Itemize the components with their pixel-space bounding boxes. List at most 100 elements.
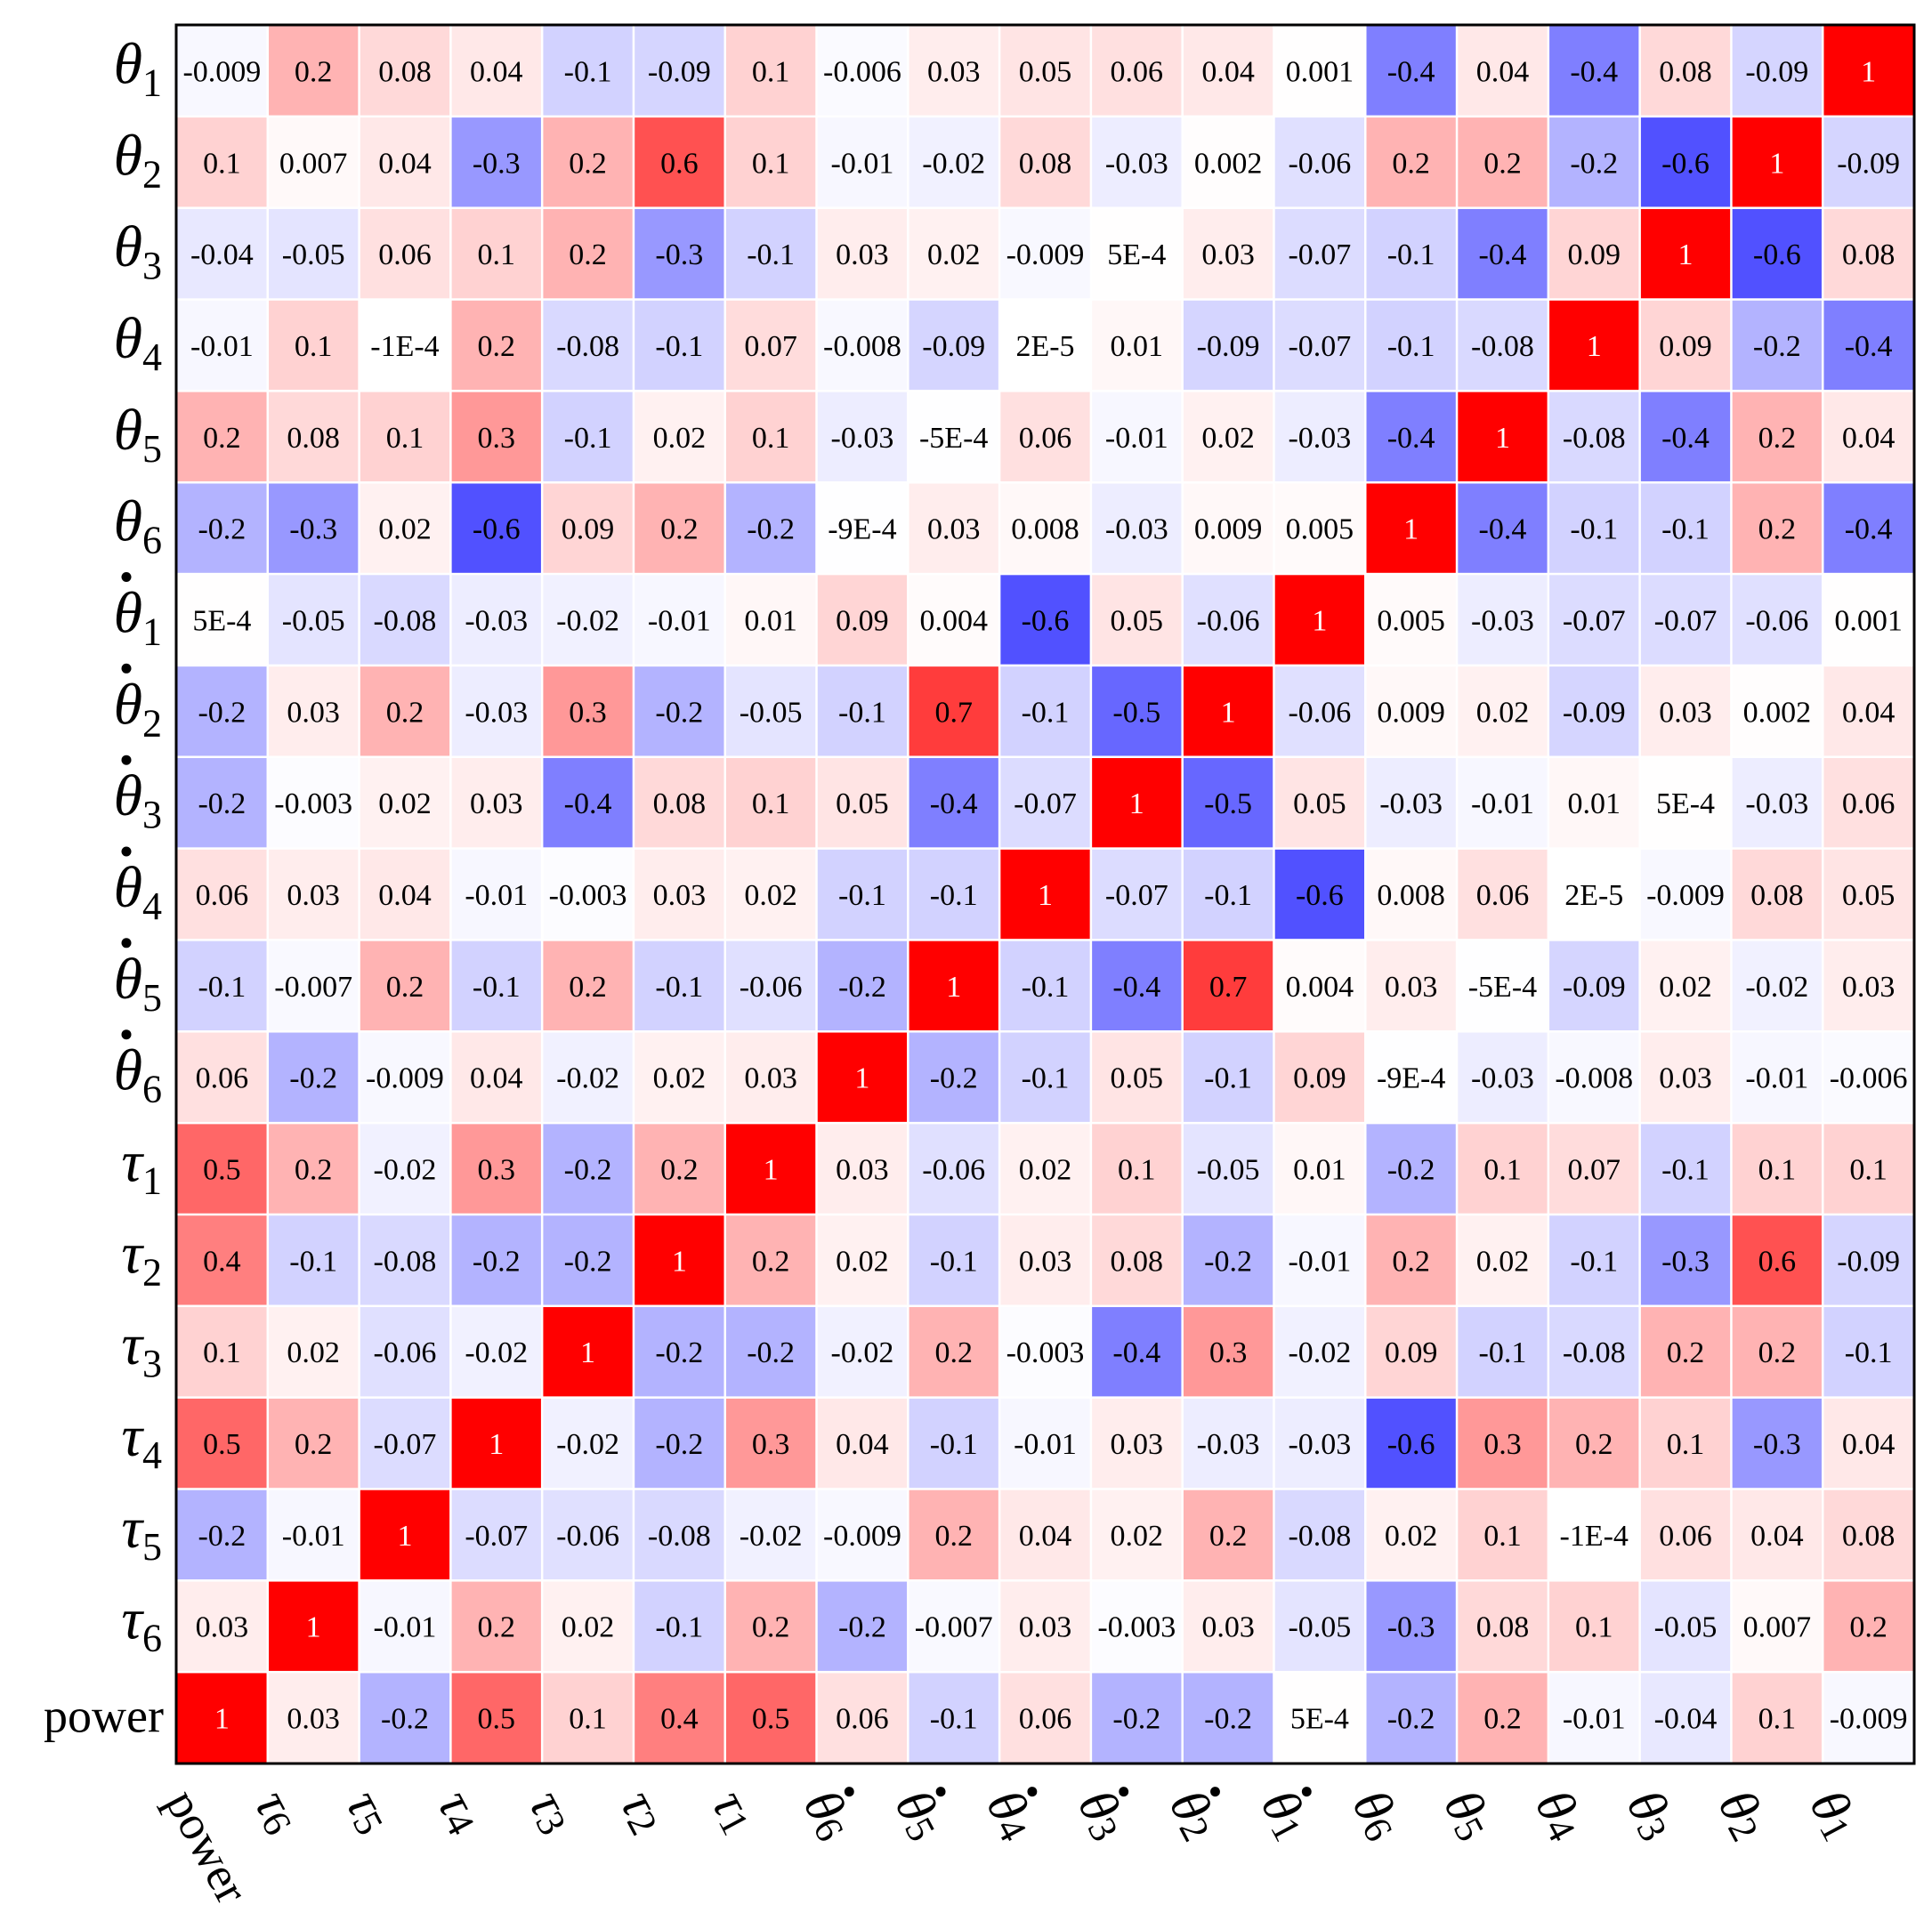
heatmap-cell-r1-c3 — [360, 26, 450, 116]
heatmap-cell-r8-c7 — [725, 666, 816, 756]
heatmap-value-r3-c5: 0.2 — [569, 238, 607, 271]
heatmap-cell-r17-c3 — [360, 1489, 450, 1580]
heatmap-value-r13-c3: -0.02 — [374, 1154, 437, 1187]
y-tick-label-15: τ3 — [121, 1312, 162, 1385]
svg-text:θ4: θ4 — [1524, 1780, 1597, 1848]
heatmap-value-r19-c4: 0.5 — [478, 1703, 516, 1736]
heatmap-cell-r4-c5 — [543, 300, 633, 391]
heatmap-value-r17-c11: 0.02 — [1111, 1520, 1164, 1553]
heatmap-cell-r5-c13 — [1274, 391, 1365, 481]
heatmap-value-r12-c1: 0.06 — [196, 1062, 249, 1095]
heatmap-cell-r12-c13 — [1274, 1032, 1365, 1122]
heatmap-cell-r17-c19 — [1823, 1489, 1913, 1580]
heatmap-cell-r18-c7 — [725, 1581, 816, 1671]
heatmap-cell-r16-c14 — [1366, 1398, 1456, 1489]
heatmap-value-r16-c17: 0.1 — [1667, 1428, 1705, 1461]
heatmap-value-r17-c4: -0.07 — [465, 1520, 528, 1553]
heatmap-cell-r19-c5 — [543, 1673, 633, 1763]
heatmap-value-r12-c4: 0.04 — [470, 1062, 523, 1095]
svg-text:power: power — [156, 1780, 259, 1911]
heatmap-cell-r8-c15 — [1458, 666, 1548, 756]
heatmap-cell-r6-c9 — [909, 483, 998, 573]
heatmap-cell-r12-c10 — [1000, 1032, 1090, 1122]
axis-label-subscript: 5 — [142, 427, 162, 471]
heatmap-value-r2-c14: 0.2 — [1392, 147, 1430, 180]
heatmap-cell-r12-c9 — [909, 1032, 998, 1122]
heatmap-value-r18-c6: -0.1 — [655, 1611, 703, 1644]
heatmap-value-r7-c19: 0.001 — [1834, 604, 1903, 637]
heatmap-cell-r1-c8 — [817, 26, 908, 116]
svg-text:θ6: θ6 — [114, 1038, 162, 1111]
heatmap-cell-r8-c5 — [543, 666, 633, 756]
x-tick-label-11: θ3 — [1066, 1780, 1130, 1848]
heatmap-value-r14-c15: 0.02 — [1476, 1245, 1530, 1278]
heatmap-cell-r3-c3 — [360, 208, 450, 299]
heatmap-value-r2-c5: 0.2 — [569, 147, 607, 180]
axis-label-subscript: 3 — [142, 793, 162, 836]
heatmap-cell-r2-c2 — [269, 117, 359, 207]
heatmap-cell-r15-c7 — [725, 1307, 816, 1397]
axis-label-subscript: 1 — [142, 610, 162, 654]
heatmap-cell-r10-c6 — [635, 849, 724, 940]
heatmap-value-r1-c5: -0.1 — [564, 55, 612, 88]
heatmap-cell-r3-c2 — [269, 208, 359, 299]
heatmap-value-r17-c15: 0.1 — [1483, 1520, 1522, 1553]
heatmap-value-r3-c14: -0.1 — [1387, 238, 1435, 271]
heatmap-value-r15-c4: -0.02 — [465, 1336, 528, 1369]
axis-label-subscript: 4 — [142, 884, 162, 928]
heatmap-value-r13-c16: 0.07 — [1567, 1154, 1621, 1187]
heatmap-cell-r14-c13 — [1274, 1215, 1365, 1305]
heatmap-cell-r12-c19 — [1823, 1032, 1913, 1122]
heatmap-value-r1-c3: 0.08 — [378, 55, 432, 88]
y-tick-label-11: θ5 — [114, 938, 162, 1020]
derivative-dot-icon — [121, 1029, 132, 1040]
heatmap-cell-r16-c12 — [1183, 1398, 1273, 1489]
heatmap-value-r1-c18: -0.09 — [1745, 55, 1808, 88]
heatmap-cell-r2-c15 — [1458, 117, 1548, 207]
heatmap-value-r15-c12: 0.3 — [1209, 1336, 1248, 1369]
svg-text:τ2: τ2 — [609, 1780, 679, 1842]
heatmap-cell-r19-c12 — [1183, 1673, 1273, 1763]
heatmap-cell-r13-c3 — [360, 1124, 450, 1214]
heatmap-value-r19-c14: -0.2 — [1387, 1703, 1435, 1736]
axis-label-subscript: 5 — [142, 1525, 162, 1569]
heatmap-cell-r4-c16 — [1549, 300, 1639, 391]
heatmap-cell-r14-c19 — [1823, 1215, 1913, 1305]
y-axis-labels: θ1θ2θ3θ4θ5θ6θ1θ2θ3θ4θ5θ6τ1τ2τ3τ4τ5τ6powe… — [44, 31, 164, 1742]
heatmap-value-r7-c1: 5E-4 — [192, 604, 251, 637]
heatmap-cell-r17-c11 — [1092, 1489, 1182, 1580]
heatmap-value-r15-c2: 0.02 — [287, 1336, 340, 1369]
heatmap-cell-r9-c14 — [1366, 757, 1456, 848]
heatmap-value-r14-c16: -0.1 — [1570, 1245, 1618, 1278]
heatmap-cell-r3-c14 — [1366, 208, 1456, 299]
heatmap-cell-r11-c6 — [635, 940, 724, 1031]
heatmap-cell-r7-c19 — [1823, 575, 1913, 665]
heatmap-cell-r7-c1 — [177, 575, 267, 665]
heatmap-cell-r10-c7 — [725, 849, 816, 940]
heatmap-value-r13-c9: -0.06 — [922, 1154, 985, 1187]
heatmap-cell-r6-c2 — [269, 483, 359, 573]
heatmap-value-r3-c7: -0.1 — [747, 238, 795, 271]
heatmap-value-r12-c6: 0.02 — [653, 1062, 707, 1095]
heatmap-value-r2-c4: -0.3 — [473, 147, 521, 180]
heatmap-cell-r15-c11 — [1092, 1307, 1182, 1397]
heatmap-value-r12-c12: -0.1 — [1204, 1062, 1252, 1095]
heatmap-value-r4-c10: 2E-5 — [1015, 330, 1074, 363]
heatmap-value-r15-c15: -0.1 — [1479, 1336, 1527, 1369]
heatmap-cell-r12-c7 — [725, 1032, 816, 1122]
heatmap-cell-r10-c10 — [1000, 849, 1090, 940]
heatmap-value-r13-c18: 0.1 — [1758, 1154, 1797, 1187]
heatmap-cell-r4-c4 — [451, 300, 541, 391]
heatmap-cell-r16-c2 — [269, 1398, 359, 1489]
heatmap-value-r7-c18: -0.06 — [1745, 604, 1808, 637]
svg-text:θ6: θ6 — [114, 489, 162, 562]
heatmap-cell-r12-c11 — [1092, 1032, 1182, 1122]
heatmap-value-r17-c12: 0.2 — [1209, 1520, 1248, 1553]
heatmap-value-r5-c18: 0.2 — [1758, 422, 1797, 455]
heatmap-value-r3-c10: -0.009 — [1006, 238, 1085, 271]
heatmap-cell-r8-c13 — [1274, 666, 1365, 756]
heatmap-cell-r1-c15 — [1458, 26, 1548, 116]
heatmap-value-r10-c4: -0.01 — [465, 879, 528, 912]
heatmap-value-r2-c1: 0.1 — [203, 147, 241, 180]
heatmap-value-r5-c10: 0.06 — [1019, 422, 1072, 455]
